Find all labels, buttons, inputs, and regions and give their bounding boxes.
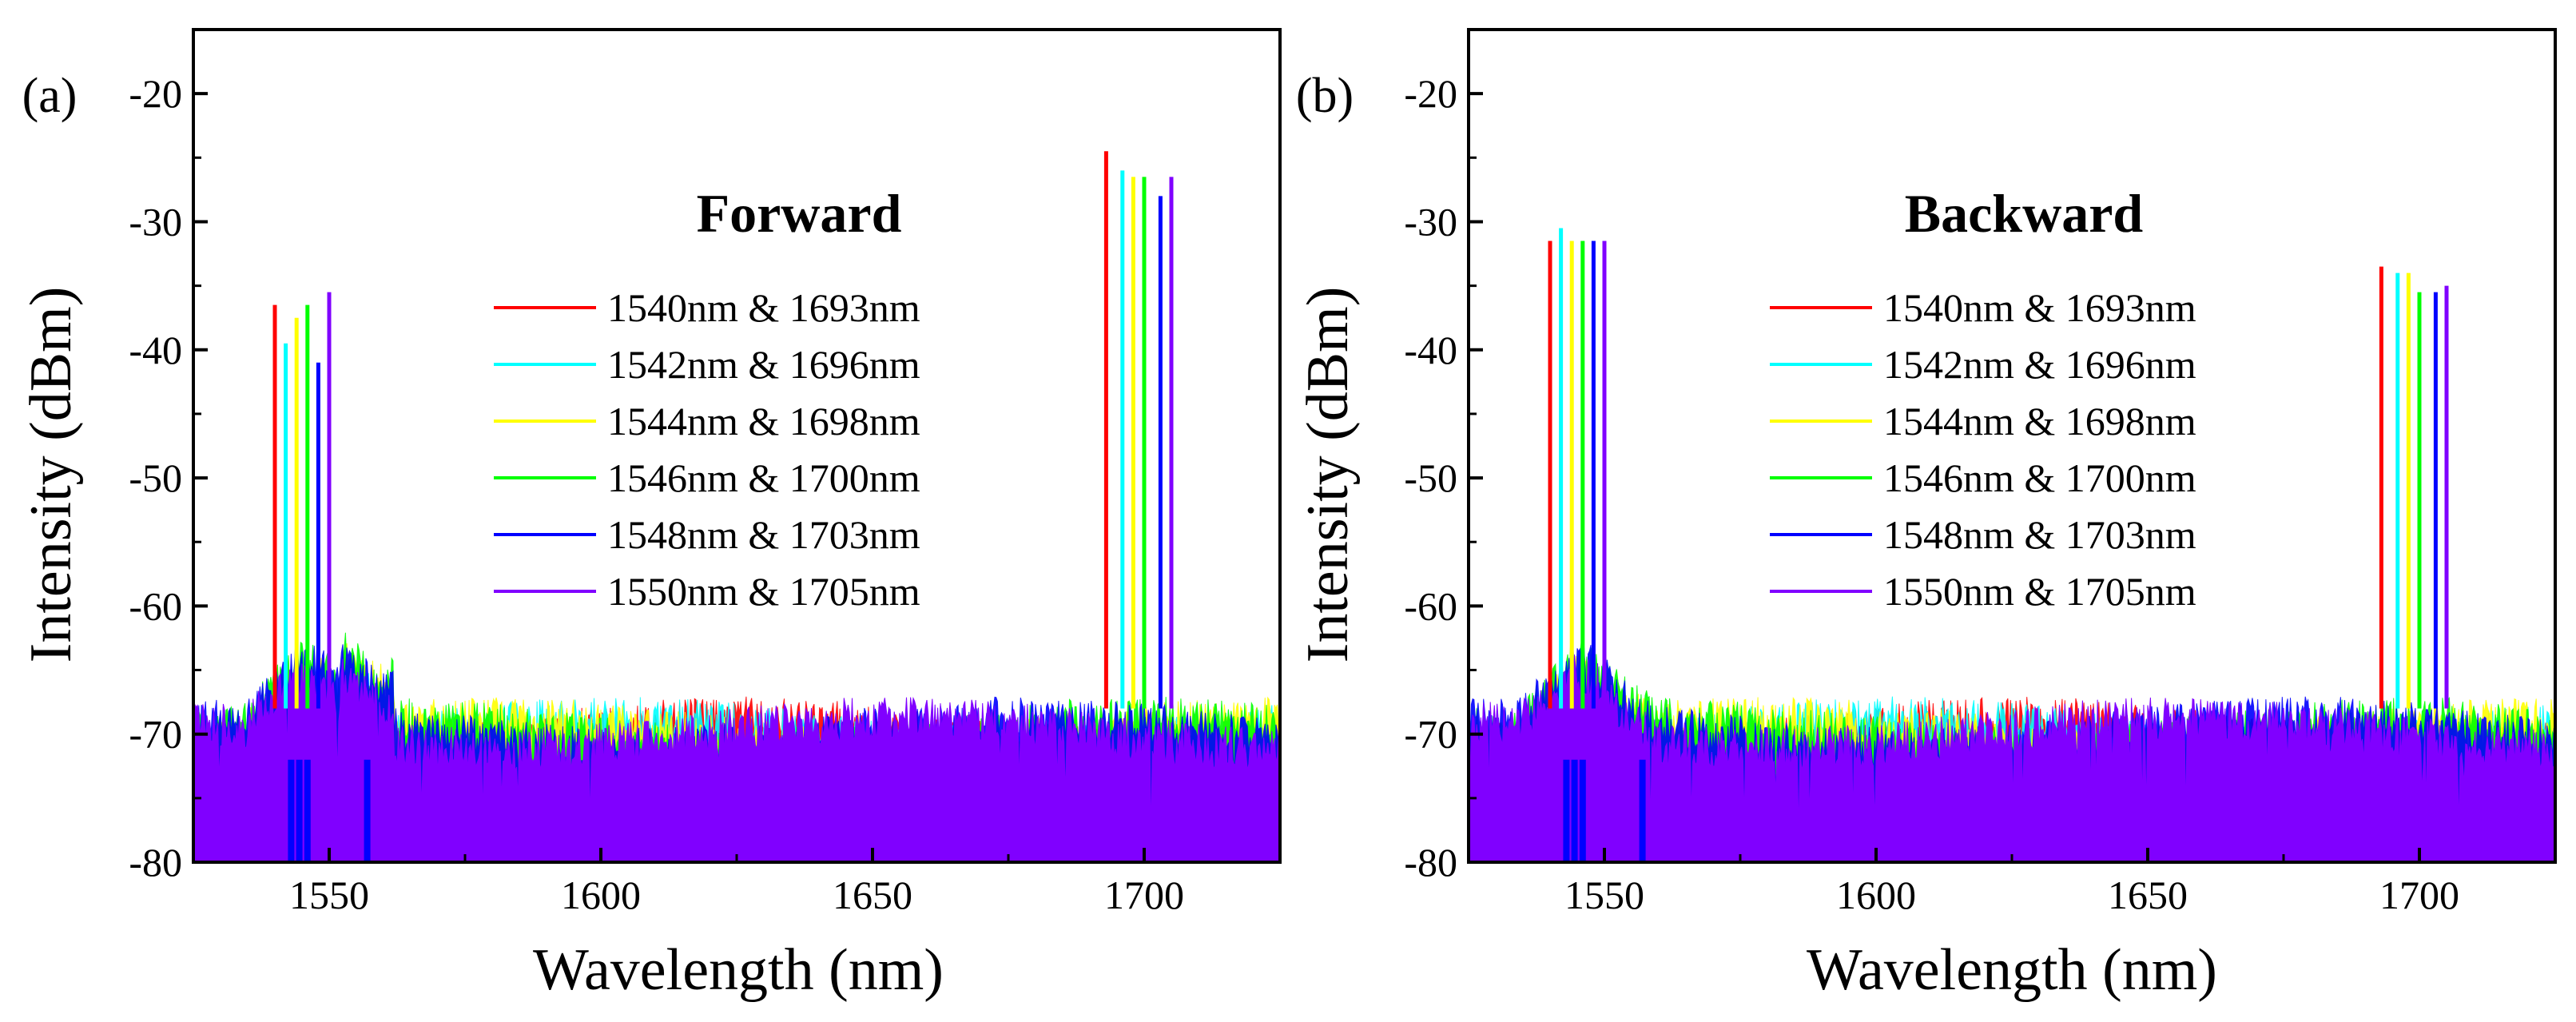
y-tick-label: -40	[129, 328, 182, 372]
x-tick-label: 1600	[1836, 873, 1916, 917]
x-axis-label-a: Wavelength (nm)	[533, 937, 944, 1003]
legend-label-6: 1550nm & 1705nm	[1883, 569, 2196, 614]
blue-dip	[1639, 759, 1646, 862]
blue-dip	[296, 759, 303, 862]
y-tick-label: -80	[129, 840, 182, 885]
y-tick-label: -50	[129, 455, 182, 500]
panel-b: (b) Intensity (dBm) Wavelength (nm) 1550…	[1295, 28, 2557, 1003]
blue-dip	[1563, 759, 1570, 862]
y-tick-label: -40	[1404, 328, 1457, 372]
x-tick-label: 1700	[1104, 873, 1184, 917]
plot-area-a	[193, 151, 1280, 862]
y-tick-label: -70	[1404, 712, 1457, 757]
y-axis-label-b: Intensity (dBm)	[1295, 287, 1361, 663]
x-tick-label: 1650	[833, 873, 912, 917]
x-tick-label: 1700	[2379, 873, 2459, 917]
y-tick-label: -20	[129, 71, 182, 116]
x-axis-label-b: Wavelength (nm)	[1807, 937, 2217, 1003]
y-tick-label: -60	[1404, 583, 1457, 628]
series-noise-6	[193, 658, 1280, 862]
axis-ticks-a: 1550 1600 1650 1700 -20 -30 -40 -50 -60 -70 -80	[129, 28, 1282, 917]
noise-floor	[1469, 642, 2555, 862]
series-noise-6	[1469, 654, 2555, 862]
panel-label-a: (a)	[22, 69, 78, 123]
x-tick-label: 1550	[1564, 873, 1644, 917]
legend-label-1: 1540nm & 1693nm	[607, 285, 920, 330]
legend-label-5: 1548nm & 1703nm	[1883, 512, 2196, 557]
plot-area-b	[1469, 228, 2555, 862]
blue-dip	[1571, 759, 1578, 862]
legend-label-2: 1542nm & 1696nm	[1883, 342, 2196, 387]
panel-label-b: (b)	[1296, 69, 1354, 123]
legend-label-1: 1540nm & 1693nm	[1883, 285, 2196, 330]
panel-a: (a) Intensity (dBm) Wavelength (nm) 1550…	[18, 28, 1282, 1003]
y-tick-label: -70	[129, 712, 182, 757]
x-tick-label: 1650	[2108, 873, 2188, 917]
blue-dip	[288, 759, 295, 862]
y-axis-label-a: Intensity (dBm)	[18, 287, 84, 663]
blue-dip	[304, 759, 311, 862]
legend-label-6: 1550nm & 1705nm	[607, 569, 920, 614]
x-tick-label: 1550	[289, 873, 369, 917]
blue-dip	[364, 759, 371, 862]
legend-label-4: 1546nm & 1700nm	[1883, 455, 2196, 500]
legend-label-5: 1548nm & 1703nm	[607, 512, 920, 557]
legend-a: 1540nm & 1693nm 1542nm & 1696nm 1544nm & 1…	[494, 285, 920, 614]
y-tick-label: -20	[1404, 71, 1457, 116]
legend-label-4: 1546nm & 1700nm	[607, 455, 920, 500]
axis-ticks-b: 1550 1600 1650 1700 -20 -30 -40 -50 -60 -70 -80	[1404, 28, 2557, 917]
y-tick-label: -50	[1404, 455, 1457, 500]
legend-label-3: 1544nm & 1698nm	[1883, 399, 2196, 443]
chart-title-b: Backward	[1905, 183, 2144, 244]
blue-dip	[1579, 759, 1586, 862]
y-tick-label: -30	[1404, 199, 1457, 244]
noise-floor	[193, 632, 1280, 862]
chart-title-a: Forward	[697, 183, 902, 244]
legend-label-3: 1544nm & 1698nm	[607, 399, 920, 443]
y-tick-label: -30	[129, 199, 182, 244]
legend-b: 1540nm & 1693nm 1542nm & 1696nm 1544nm & 1…	[1770, 285, 2196, 614]
x-tick-label: 1600	[561, 873, 641, 917]
legend-label-2: 1542nm & 1696nm	[607, 342, 920, 387]
y-tick-label: -60	[129, 583, 182, 628]
y-tick-label: -80	[1404, 840, 1457, 885]
